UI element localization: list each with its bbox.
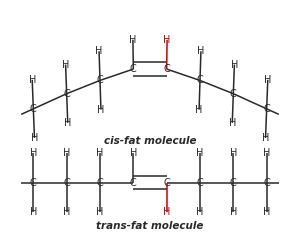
Text: C: C <box>130 64 137 74</box>
Text: C: C <box>63 89 70 99</box>
Text: H: H <box>263 148 270 158</box>
Text: C: C <box>30 104 37 114</box>
Text: C: C <box>63 178 70 188</box>
Text: H: H <box>31 133 38 143</box>
Text: H: H <box>63 148 70 158</box>
Text: H: H <box>263 207 270 217</box>
Text: H: H <box>231 60 238 69</box>
Text: H: H <box>62 60 69 69</box>
Text: C: C <box>230 89 237 99</box>
Text: H: H <box>197 46 205 56</box>
Text: H: H <box>130 148 137 158</box>
Text: H: H <box>163 207 170 217</box>
Text: cis-fat molecule: cis-fat molecule <box>104 136 196 146</box>
Text: C: C <box>97 75 104 85</box>
Text: H: H <box>64 118 71 128</box>
Text: C: C <box>263 104 270 114</box>
Text: H: H <box>30 148 37 158</box>
Text: H: H <box>97 105 105 115</box>
Text: H: H <box>96 148 104 158</box>
Text: H: H <box>96 207 104 217</box>
Text: C: C <box>97 178 104 188</box>
Text: C: C <box>263 178 270 188</box>
Text: H: H <box>28 75 36 85</box>
Text: trans-fat molecule: trans-fat molecule <box>96 221 204 231</box>
Text: H: H <box>196 207 204 217</box>
Text: H: H <box>63 207 70 217</box>
Text: C: C <box>163 178 170 188</box>
Text: H: H <box>195 105 203 115</box>
Text: C: C <box>196 75 203 85</box>
Text: H: H <box>30 207 37 217</box>
Text: H: H <box>164 35 171 45</box>
Text: C: C <box>130 178 137 188</box>
Text: H: H <box>95 46 103 56</box>
Text: H: H <box>196 148 204 158</box>
Text: H: H <box>262 133 269 143</box>
Text: C: C <box>163 64 170 74</box>
Text: H: H <box>264 75 272 85</box>
Text: H: H <box>230 207 237 217</box>
Text: C: C <box>30 178 37 188</box>
Text: H: H <box>129 35 137 45</box>
Text: H: H <box>229 118 236 128</box>
Text: C: C <box>230 178 237 188</box>
Text: C: C <box>196 178 203 188</box>
Text: H: H <box>230 148 237 158</box>
